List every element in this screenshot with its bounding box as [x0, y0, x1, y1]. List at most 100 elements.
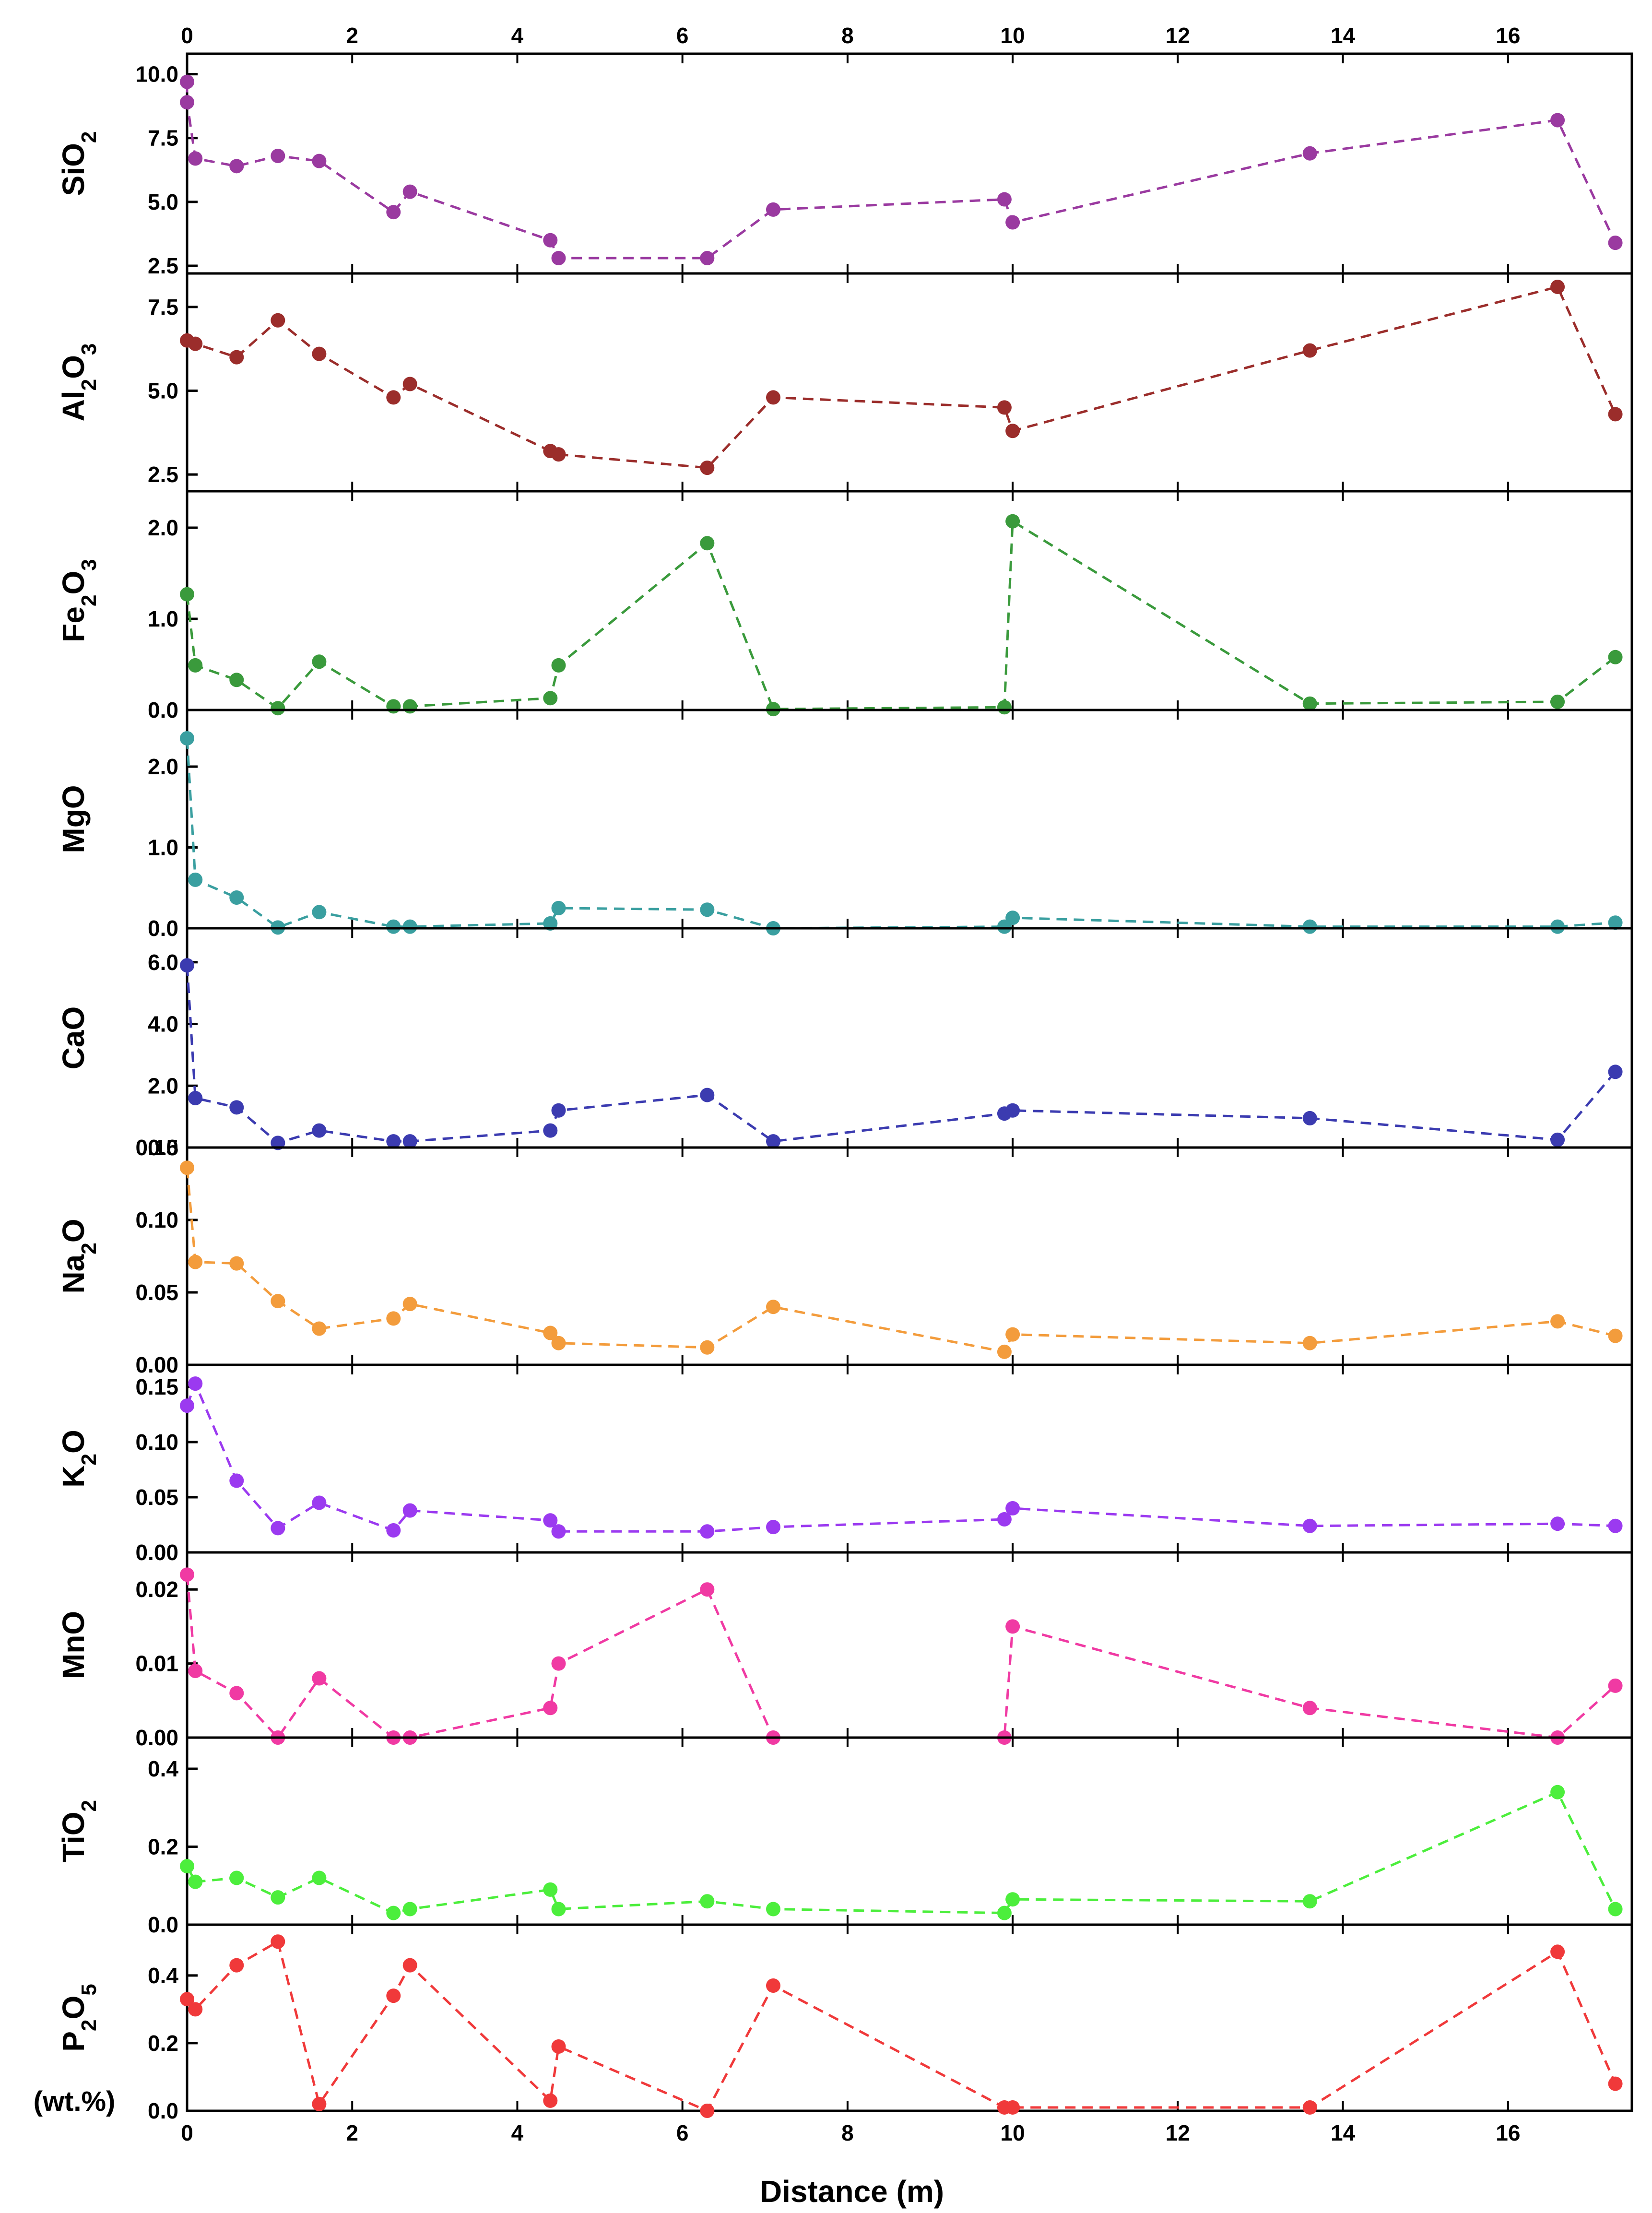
- data-point: [1550, 1785, 1565, 1799]
- data-point: [386, 390, 401, 405]
- panel-frame: [186, 927, 1633, 1149]
- data-point: [271, 1890, 285, 1905]
- panel-p2o5: 0.0 0.2 0.4 P2O5: [56, 1923, 1633, 2123]
- x-tick-label-top: 0: [181, 23, 193, 48]
- y-tick-label: 0.4: [148, 1756, 178, 1781]
- x-tick-label-bottom: 16: [1496, 2120, 1520, 2145]
- panel-na2o: 0.00 0.05 0.10 0.15 Na2O: [56, 1135, 1633, 1377]
- panel-frame: [186, 52, 1633, 275]
- data-point: [551, 1902, 566, 1917]
- data-point: [700, 1524, 715, 1539]
- data-point: [1005, 1892, 1020, 1907]
- series-line-k2o: [186, 1380, 1616, 1533]
- y-tick-label: 10.0: [135, 62, 178, 87]
- y-tick-label: 2.0: [148, 515, 178, 540]
- data-point: [1550, 1314, 1565, 1329]
- data-point: [386, 1311, 401, 1326]
- data-point: [997, 192, 1012, 207]
- data-point: [1608, 650, 1623, 664]
- panel-label-tio2: TiO2: [56, 1800, 101, 1862]
- data-point: [1608, 915, 1623, 930]
- data-point: [1550, 919, 1565, 934]
- data-point: [1550, 694, 1565, 709]
- y-tick-label: 0.2: [148, 1834, 178, 1859]
- x-tick-label-top: 8: [841, 23, 854, 48]
- data-point: [180, 74, 194, 89]
- series-line-cao: [186, 965, 1617, 1145]
- panel-fe2o3: 0.0 1.0 2.0 Fe2O3: [56, 490, 1633, 722]
- y-tick-label: 0.05: [135, 1280, 178, 1305]
- data-point: [188, 336, 203, 351]
- data-point: [386, 1905, 401, 1920]
- y-tick-label: 2.5: [148, 253, 178, 278]
- y-tick-label: 0.00: [135, 1725, 178, 1750]
- data-point: [271, 701, 285, 716]
- data-point: [1302, 343, 1317, 358]
- data-point: [402, 699, 417, 714]
- data-point: [543, 1882, 558, 1897]
- data-point: [271, 149, 285, 164]
- data-point: [271, 1521, 285, 1536]
- data-point: [312, 1123, 327, 1138]
- data-point: [312, 154, 327, 168]
- data-point: [700, 2104, 715, 2118]
- data-point: [1550, 1132, 1565, 1147]
- y-tick-label: 0.15: [135, 1374, 178, 1399]
- data-point: [543, 1123, 558, 1138]
- data-point: [180, 1567, 194, 1582]
- data-point: [543, 1701, 558, 1716]
- y-tick-label: 1.0: [148, 835, 178, 860]
- panel-label-al2o3: Al2O3: [56, 343, 101, 422]
- panel-label-mgo: MgO: [56, 785, 91, 853]
- data-point: [700, 1894, 715, 1909]
- x-tick-label-top: 6: [676, 23, 689, 48]
- y-tick-label: 0.00: [135, 1540, 178, 1565]
- series-line-tio2: [186, 1790, 1617, 1915]
- data-point: [386, 1134, 401, 1149]
- data-point: [1608, 1902, 1623, 1917]
- data-point: [543, 916, 558, 931]
- y-tick-label: 0.00: [135, 1352, 178, 1377]
- data-point: [188, 1664, 203, 1679]
- y-tick-label: 0.0: [148, 698, 178, 722]
- data-point: [312, 654, 327, 669]
- data-point: [180, 1992, 194, 2007]
- data-point: [229, 1958, 244, 1973]
- y-tick-label: 6.0: [148, 950, 178, 975]
- series-line-al2o3: [187, 285, 1617, 469]
- data-point: [386, 699, 401, 714]
- y-tick-label: 7.5: [148, 295, 178, 320]
- x-tick-label-bottom: 14: [1331, 2120, 1356, 2145]
- data-point: [312, 1321, 327, 1336]
- y-tick-label: 0.0: [148, 1135, 178, 1160]
- data-point: [700, 251, 715, 266]
- y-tick-label: 0.01: [135, 1651, 178, 1676]
- data-point: [188, 1254, 203, 1269]
- data-point: [386, 1988, 401, 2003]
- data-point: [551, 1656, 566, 1671]
- data-point: [1608, 236, 1623, 250]
- x-tick-label-bottom: 0: [181, 2120, 193, 2145]
- data-point: [1608, 1065, 1623, 1079]
- x-tick-label-top: 2: [346, 23, 358, 48]
- data-point: [271, 1294, 285, 1309]
- data-point: [180, 95, 194, 110]
- data-point: [543, 1325, 558, 1340]
- y-tick-label: 0.0: [148, 2098, 178, 2123]
- panel-frame: [186, 709, 1633, 930]
- data-point: [1302, 1701, 1317, 1716]
- data-point: [386, 205, 401, 220]
- panel-frame: [186, 1736, 1633, 1926]
- panel-tio2: 0.0 0.2 0.4 TiO2: [56, 1736, 1633, 1937]
- series-line-p2o5: [186, 1940, 1617, 2113]
- data-point: [180, 731, 194, 746]
- series-line-sio2: [186, 82, 1617, 260]
- y-tick-label: 0.4: [148, 1963, 178, 1988]
- data-point: [1302, 146, 1317, 161]
- x-tick-label-bottom: 2: [346, 2120, 358, 2145]
- data-point: [180, 1398, 194, 1413]
- data-point: [543, 233, 558, 248]
- x-tick-label-top: 12: [1166, 23, 1190, 48]
- panel-label-k2o: K2O: [56, 1430, 101, 1487]
- data-point: [402, 1297, 417, 1312]
